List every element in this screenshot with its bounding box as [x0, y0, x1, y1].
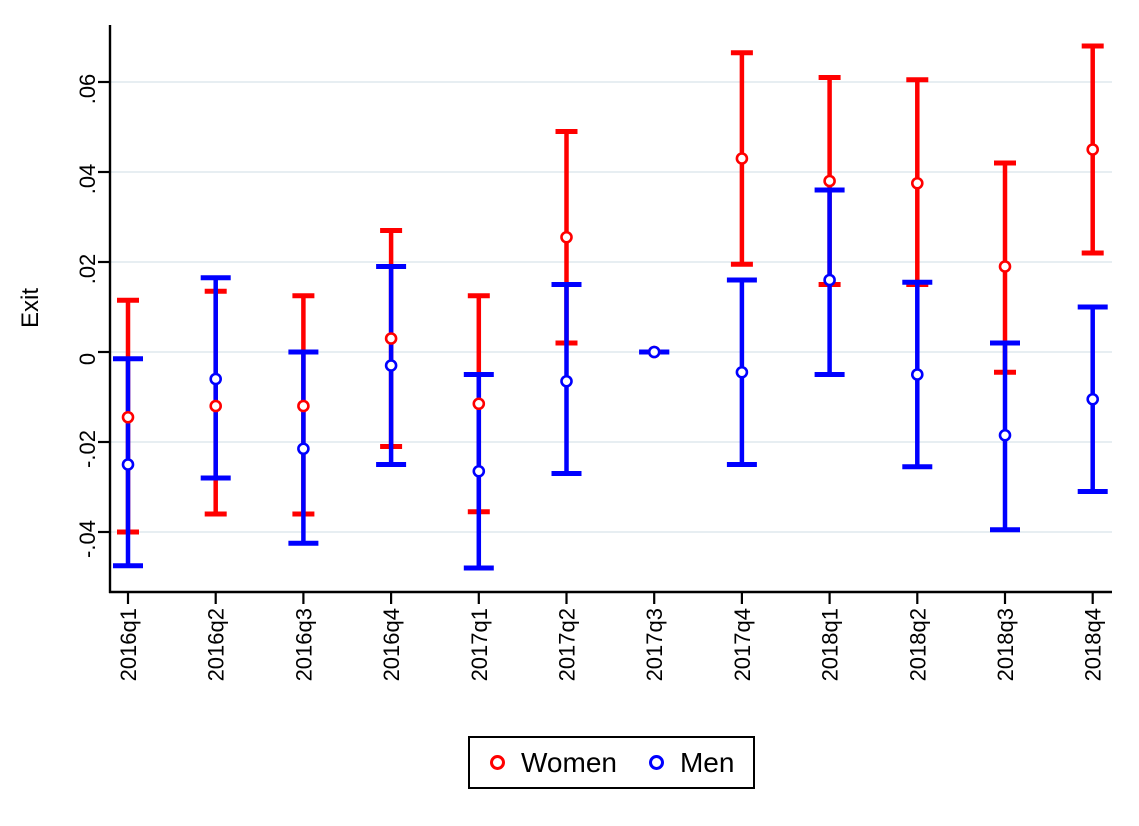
legend-box: Women Men: [468, 736, 755, 789]
legend-label-women: Women: [521, 746, 617, 778]
point-men: [209, 372, 222, 386]
point-men: [735, 365, 749, 379]
x-tick-label: 2017q2: [555, 608, 580, 681]
point-women: [121, 410, 135, 424]
x-tick-label: 2016q4: [379, 608, 404, 681]
point-men: [647, 345, 661, 359]
x-tick-label: 2017q1: [467, 608, 492, 681]
x-tick-label: 2016q1: [116, 608, 141, 681]
y-tick-label: .02: [75, 254, 100, 285]
point-men: [384, 359, 398, 372]
y-tick-label: -.04: [75, 520, 100, 558]
point-women: [735, 152, 749, 165]
y-tick-label: 0: [75, 353, 100, 365]
point-women: [823, 174, 836, 188]
point-women: [910, 176, 924, 190]
y-axis-title: Exit: [17, 288, 44, 328]
x-tick-label: 2017q3: [642, 608, 667, 681]
point-men: [121, 458, 135, 471]
legend-item-women: Women: [490, 747, 617, 779]
point-women: [1086, 143, 1099, 156]
point-women: [472, 397, 486, 411]
point-women: [384, 332, 398, 345]
legend-label-men: Men: [679, 746, 735, 778]
point-women: [998, 260, 1012, 273]
legend-item-men: Men: [648, 746, 735, 779]
point-men: [472, 464, 486, 478]
men-marker-icon: [648, 755, 664, 770]
x-tick-label: 2018q2: [905, 608, 930, 681]
x-tick-label: 2016q2: [204, 608, 229, 681]
x-tick-label: 2016q3: [291, 608, 316, 681]
y-tick-label: .04: [75, 164, 100, 195]
point-men: [1086, 392, 1099, 406]
point-men: [823, 273, 836, 287]
women-marker-icon: [490, 755, 505, 770]
x-tick-label: 2018q3: [993, 608, 1018, 681]
x-tick-label: 2018q4: [1081, 608, 1106, 681]
point-men: [297, 442, 310, 456]
x-tick-label: 2017q4: [730, 608, 755, 681]
point-men: [998, 428, 1012, 442]
point-women: [297, 399, 310, 413]
y-tick-label: -.02: [75, 430, 100, 468]
x-tick-label: 2018q1: [818, 608, 843, 681]
point-women: [560, 230, 573, 244]
point-men: [560, 374, 573, 388]
point-men: [910, 368, 924, 381]
y-tick-label: .06: [75, 74, 100, 105]
point-women: [209, 399, 222, 413]
